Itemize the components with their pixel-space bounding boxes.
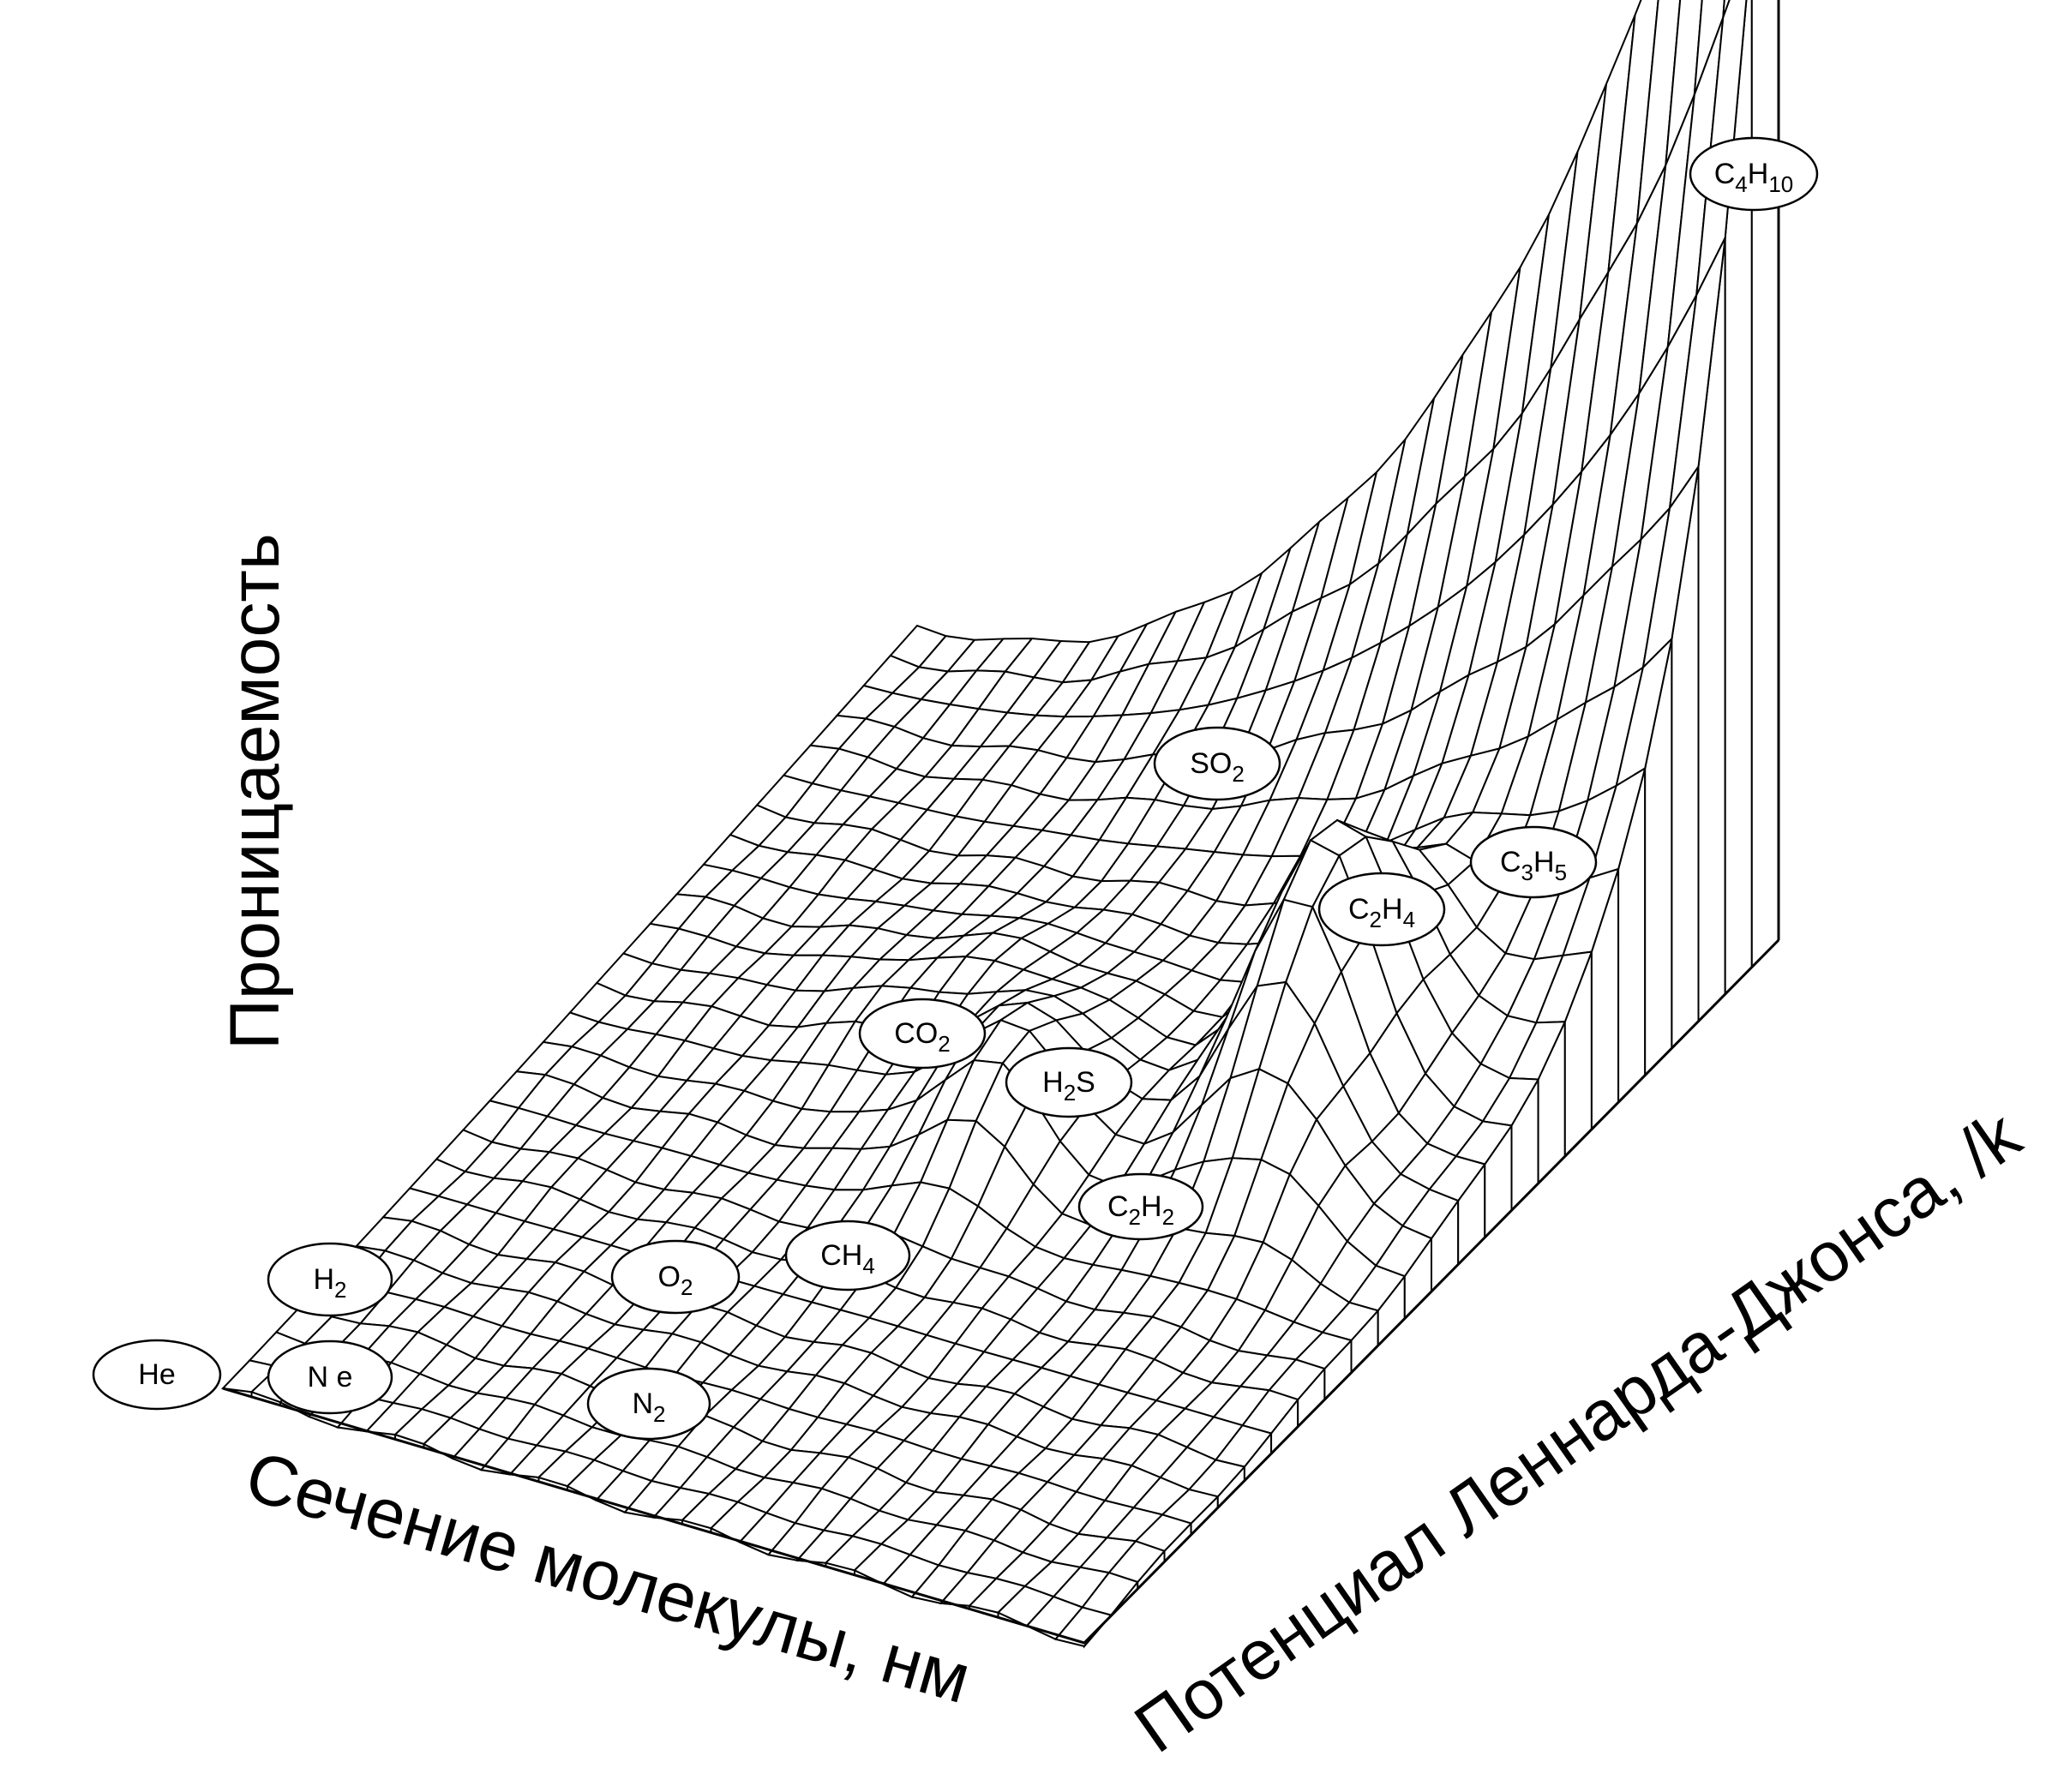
gas-label-ellipse (1077, 1172, 1204, 1241)
gas-label-text: C2H2 (1107, 1190, 1174, 1230)
surface-mesh (220, 0, 1748, 1648)
formula-part: S (1076, 1066, 1095, 1099)
gas-label-ellipse (858, 998, 987, 1070)
formula-part: O (658, 1261, 681, 1293)
gas-label-c2h4: C2H4 (1317, 872, 1446, 947)
subscript: 4 (862, 1253, 874, 1279)
z-axis-label: Проницаемость (216, 533, 294, 1050)
gas-label-ellipse (1153, 726, 1281, 801)
gas-label-text: CH4 (820, 1239, 875, 1279)
gas-label-ellipse (1689, 136, 1819, 212)
gas-label-text: SO2 (1190, 747, 1245, 787)
gas-label-c4h10: C4H10 (1689, 136, 1819, 212)
subscript: 2 (1162, 1204, 1174, 1230)
subscript: 5 (1555, 860, 1567, 885)
gas-label-ellipse (610, 1239, 741, 1315)
subscript: 2 (938, 1031, 950, 1057)
subscript: 2 (1129, 1204, 1141, 1230)
gas-label-text: CO2 (894, 1017, 950, 1057)
gas-label-ellipse (1317, 872, 1446, 947)
formula-part: N e (308, 1361, 353, 1393)
formula-part: H (1533, 846, 1555, 878)
subscript: 10 (1768, 171, 1793, 197)
gas-label-text: C2H4 (1348, 893, 1415, 932)
gas-label-co2: CO2 (858, 998, 987, 1070)
formula-part: H (1141, 1190, 1162, 1223)
subscript: 2 (334, 1277, 346, 1303)
subscript: 2 (653, 1401, 665, 1427)
gas-label-c3h5: C3H5 (1469, 825, 1598, 899)
gas-label-ellipse (92, 1339, 222, 1411)
subscript: 4 (1403, 907, 1415, 932)
formula-part: CH (820, 1239, 862, 1272)
gas-label-ellipse (1005, 1046, 1133, 1118)
gas-label-text: C4H10 (1714, 158, 1794, 197)
gas-label-text: H2 (313, 1263, 346, 1303)
formula-part: CO (894, 1017, 938, 1050)
gas-label-ne: N e (267, 1340, 393, 1415)
formula-part: C (1500, 846, 1521, 878)
gas-label-ellipse (1469, 825, 1598, 899)
gas-label-ellipse (267, 1340, 393, 1415)
gas-label-n2: N2 (586, 1367, 711, 1441)
formula-part: H (1382, 893, 1403, 926)
gas-label-text: O2 (658, 1261, 693, 1300)
gas-label-text: N2 (632, 1387, 665, 1427)
formula-part: He (138, 1358, 175, 1391)
gas-label-ch4: CH4 (784, 1220, 911, 1292)
subscript: 2 (681, 1274, 693, 1300)
formula-part: N (632, 1387, 653, 1420)
base-edge (222, 938, 1780, 1645)
subscript: 2 (1370, 907, 1382, 932)
gas-label-o2: O2 (610, 1239, 741, 1315)
gas-label-h2s: H2S (1005, 1046, 1133, 1118)
subscript: 4 (1735, 171, 1747, 197)
subscript: 2 (1064, 1080, 1076, 1106)
formula-part: SO (1190, 747, 1232, 780)
formula-part: C (1348, 893, 1370, 926)
subscript: 3 (1521, 860, 1533, 885)
gas-label-he: He (92, 1339, 222, 1411)
gas-label-text: He (138, 1358, 175, 1391)
gas-label-text: C3H5 (1500, 846, 1567, 885)
gas-label-h2: H2 (267, 1242, 393, 1317)
formula-part: H (1042, 1066, 1064, 1099)
surface-outline (222, 0, 1780, 1645)
subscript: 2 (1232, 761, 1244, 787)
gas-label-ellipse (784, 1220, 911, 1292)
formula-part: C (1714, 158, 1736, 190)
gas-label-so2: SO2 (1153, 726, 1281, 801)
gas-label-text: N e (308, 1361, 353, 1393)
gas-label-text: H2S (1042, 1066, 1095, 1106)
formula-part: C (1107, 1190, 1129, 1223)
gas-label-c2h2: C2H2 (1077, 1172, 1204, 1241)
gas-label-ellipse (267, 1242, 393, 1317)
formula-part: H (1748, 158, 1769, 190)
formula-part: H (313, 1263, 334, 1296)
gas-label-ellipse (586, 1367, 711, 1441)
